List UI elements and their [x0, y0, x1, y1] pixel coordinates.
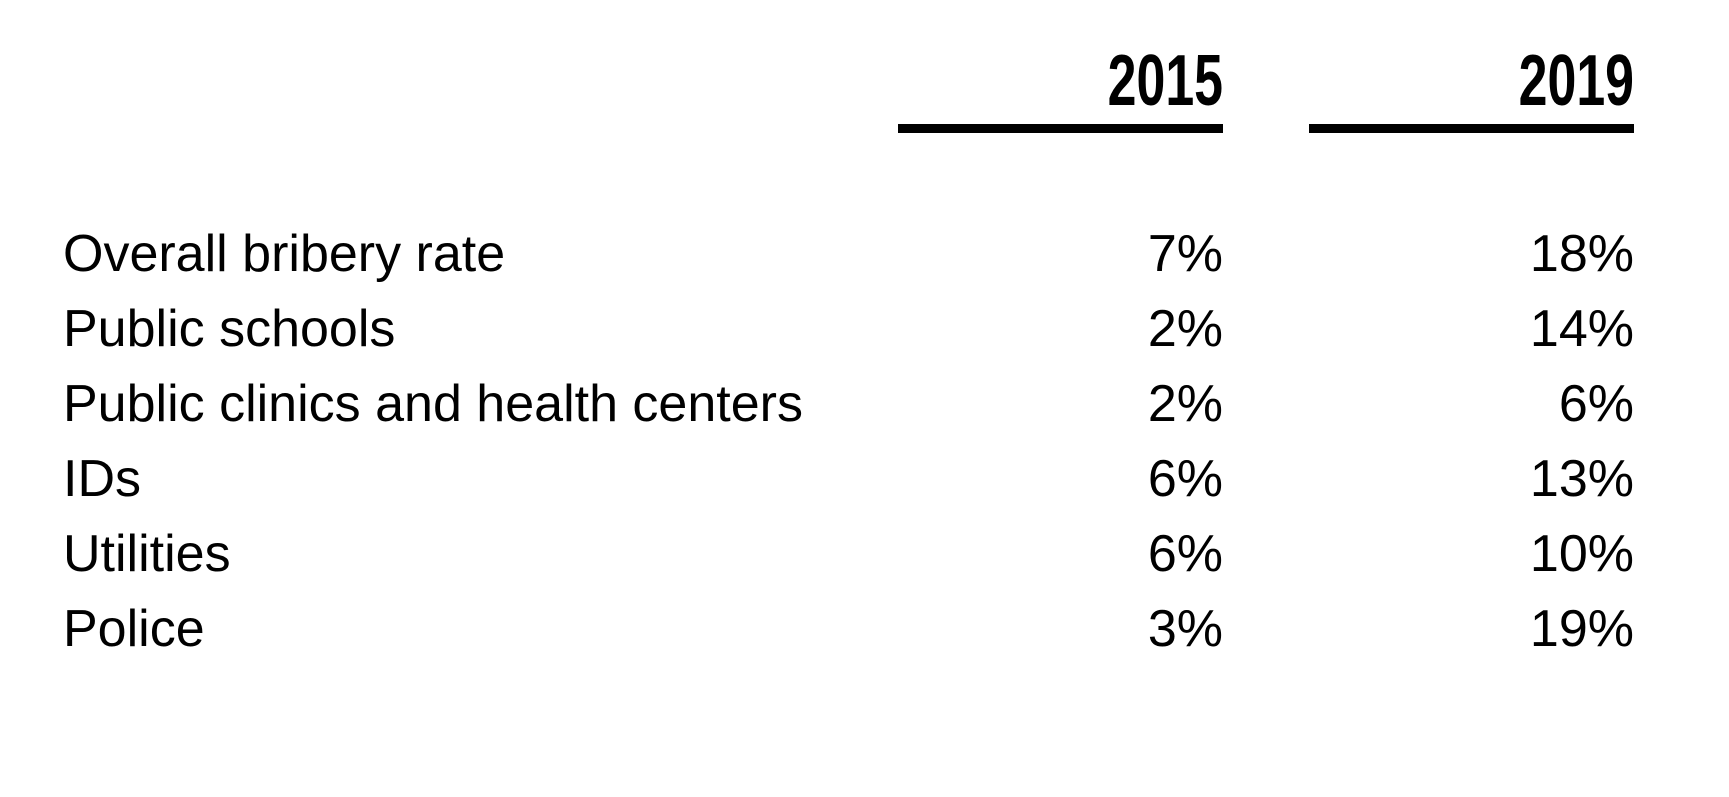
- value-2015: 3%: [1147, 600, 1223, 658]
- value-2015: 2%: [1147, 300, 1223, 358]
- row-label: Public clinics and health centers: [63, 375, 803, 433]
- value-2019: 19%: [1529, 600, 1634, 658]
- row-label: Overall bribery rate: [63, 225, 506, 283]
- value-2015: 6%: [1147, 525, 1223, 583]
- value-2015: 7%: [1147, 225, 1223, 283]
- value-2019: 14%: [1529, 300, 1634, 358]
- header-spacer: [63, 45, 812, 133]
- value-2015: 6%: [1147, 450, 1223, 508]
- row-label: IDs: [63, 450, 141, 508]
- value-2019: 10%: [1529, 525, 1634, 583]
- column-header-2015-label: 2015: [1107, 41, 1223, 121]
- table-body: Overall bribery rate 7% 18% Public schoo…: [63, 217, 1634, 667]
- column-header-2019-label: 2019: [1518, 41, 1634, 121]
- value-2019: 13%: [1529, 450, 1634, 508]
- row-label: Public schools: [63, 300, 396, 358]
- value-2019: 6%: [1558, 375, 1634, 433]
- table-header-row: 2015 2019: [63, 45, 1634, 133]
- row-label: Utilities: [63, 525, 231, 583]
- column-header-2015: 2015: [898, 45, 1223, 133]
- value-2015: 2%: [1147, 375, 1223, 433]
- row-label: Police: [63, 600, 205, 658]
- value-2019: 18%: [1529, 225, 1634, 283]
- column-header-2019: 2019: [1309, 45, 1634, 133]
